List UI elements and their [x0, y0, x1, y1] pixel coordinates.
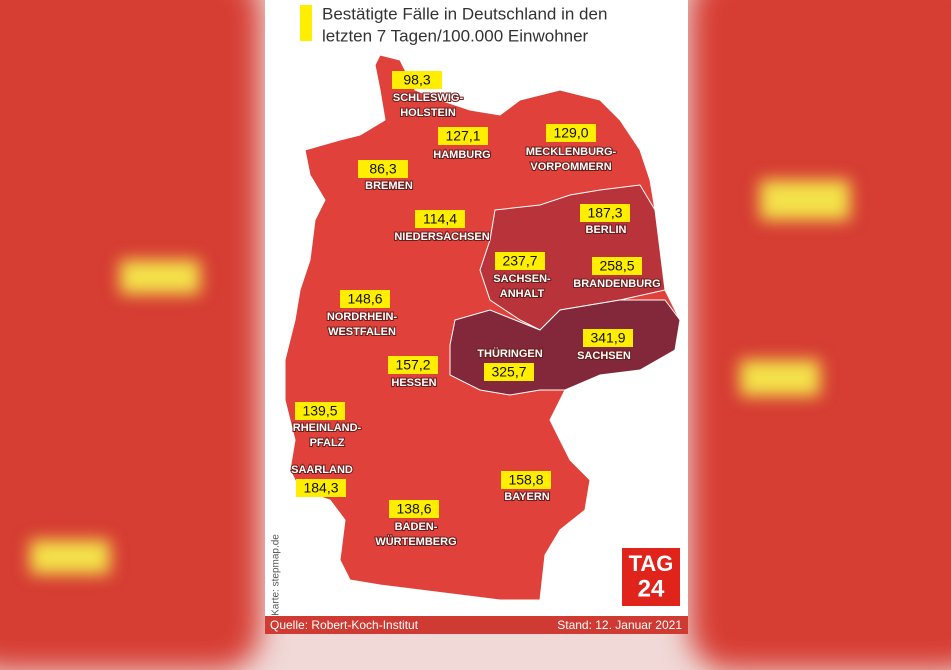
value-box [358, 160, 408, 178]
region-name: MECKLENBURG- [526, 146, 617, 158]
region-value: 148,6 [347, 291, 382, 307]
region-name: BAYERN [504, 491, 549, 503]
region-name: HOLSTEIN [400, 107, 456, 119]
value-box [389, 500, 439, 518]
map-card: Bestätigte Fälle in Deutschland in den l… [265, 0, 688, 634]
region-value: 138,6 [396, 501, 431, 517]
region-value: 157,2 [395, 357, 430, 373]
region-value: 129,0 [553, 125, 588, 141]
region-name: NIEDERSACHSEN [394, 231, 489, 243]
value-box [484, 363, 534, 381]
value-box [340, 290, 390, 308]
background-blur [690, 0, 951, 670]
region-name: WÜRTEMBERG [375, 535, 456, 548]
region-value: 114,4 [423, 211, 457, 227]
logo-text: 24 [638, 575, 665, 602]
background-blur [30, 540, 110, 574]
region-value: 86,3 [369, 161, 396, 177]
region-name: BADEN- [395, 521, 438, 533]
value-box [583, 329, 633, 347]
logo-text: TAG [629, 551, 674, 576]
region-name: SACHSEN- [493, 273, 551, 285]
value-box [438, 127, 488, 145]
value-box [415, 210, 465, 228]
region-name: NORDRHEIN- [327, 311, 398, 323]
source: Quelle: Robert-Koch-Institut [270, 618, 419, 632]
region-name: SACHSEN [577, 350, 631, 362]
region-name: ANHALT [500, 288, 545, 300]
region-value: 237,7 [502, 253, 537, 269]
date: Stand: 12. Januar 2021 [557, 618, 682, 632]
region-name: BREMEN [365, 180, 413, 192]
title-marker [300, 5, 312, 41]
region-name: SCHLESWIG- [393, 92, 464, 104]
title-line: Bestätigte Fälle in Deutschland in den [322, 4, 607, 23]
region-name: THÜRINGEN [477, 347, 542, 360]
background-blur [760, 180, 850, 220]
region-value: 98,3 [403, 72, 430, 88]
region-value: 139,5 [302, 403, 337, 419]
labels: 98,3 SCHLESWIG- HOLSTEIN 127,1 HAMBURG 129,0 M… [290, 71, 662, 549]
region-value: 184,3 [303, 480, 338, 496]
value-box [546, 124, 596, 142]
region-value: 258,5 [599, 258, 634, 274]
region-value: 187,3 [587, 205, 622, 221]
region-value: 127,1 [445, 128, 480, 144]
region-name: SAARLAND [291, 464, 353, 476]
region-name: BRANDENBURG [573, 278, 660, 290]
region-value: 341,9 [590, 330, 625, 346]
region-value: 325,7 [491, 364, 526, 380]
logo-box [622, 548, 680, 606]
region-name: WESTFALEN [328, 326, 396, 338]
value-box [501, 471, 551, 489]
region-name: HAMBURG [433, 149, 490, 161]
region-name: RHEINLAND- [293, 422, 362, 434]
region-value: 158,8 [508, 472, 543, 488]
region-name: BERLIN [586, 224, 627, 236]
value-box [580, 204, 630, 222]
background-blur [120, 260, 200, 294]
value-box [495, 252, 545, 270]
region-name: HESSEN [391, 377, 436, 389]
value-box [295, 402, 345, 420]
value-box [392, 71, 442, 89]
value-box [388, 356, 438, 374]
value-box [592, 257, 642, 275]
value-box [296, 479, 346, 497]
background-blur [740, 360, 820, 396]
title-line: letzten 7 Tagen/100.000 Einwohner [322, 26, 589, 45]
credit: Karte: stepmap.de [271, 534, 282, 616]
region-name: VORPOMMERN [530, 161, 611, 173]
footer-bar [265, 616, 688, 634]
region-name: PFALZ [310, 437, 345, 449]
